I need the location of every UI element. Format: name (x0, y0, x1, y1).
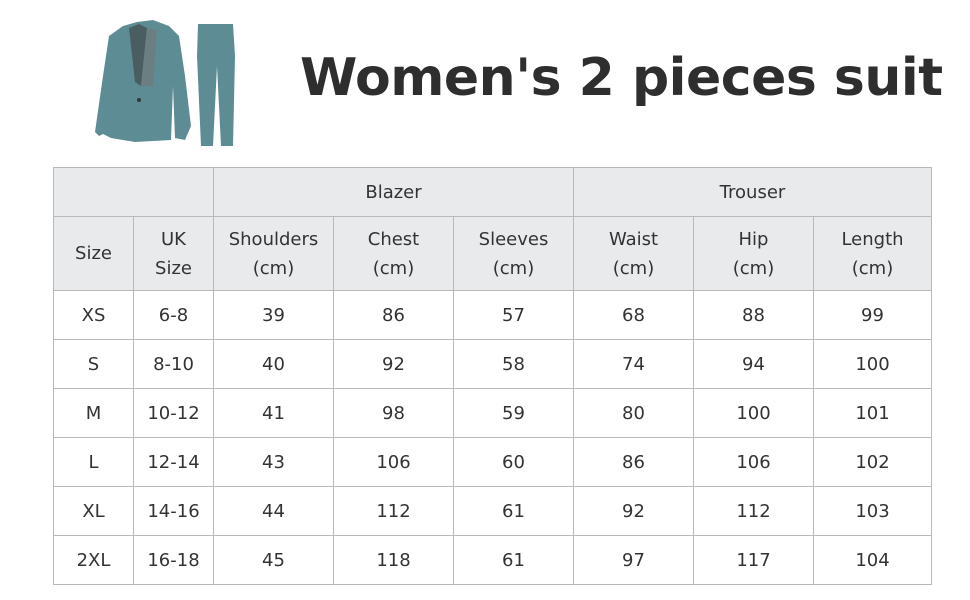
table-cell: 39 (213, 290, 334, 340)
table-cell: 102 (813, 437, 932, 487)
table-cell: 94 (693, 339, 814, 389)
table-cell: 58 (453, 339, 574, 389)
column-header-label: Hip (738, 228, 769, 250)
table-cell: 2XL (53, 535, 134, 585)
column-header-unit: (cm) (252, 257, 295, 279)
table-cell: 92 (333, 339, 454, 389)
trouser-group-header: Trouser (573, 167, 932, 217)
table-row: XL 14-16 44 112 61 92 112 103 (53, 486, 932, 536)
column-header: Length (cm) (813, 216, 932, 291)
column-header-unit: Size (155, 257, 192, 279)
table-cell: 59 (453, 388, 574, 438)
column-header-label: Shoulders (228, 228, 319, 250)
column-header-label: Chest (367, 228, 420, 250)
table-cell: 86 (573, 437, 694, 487)
table-cell: 97 (573, 535, 694, 585)
column-header-unit: (cm) (732, 257, 775, 279)
table-cell: 43 (213, 437, 334, 487)
column-header-label: Sleeves (478, 228, 549, 250)
table-cell: 57 (453, 290, 574, 340)
table-cell: 40 (213, 339, 334, 389)
table-cell: 104 (813, 535, 932, 585)
table-cell: 44 (213, 486, 334, 536)
table-cell: 117 (693, 535, 814, 585)
table-cell: L (53, 437, 134, 487)
table-cell: 41 (213, 388, 334, 438)
table-cell: 99 (813, 290, 932, 340)
table-cell: 8-10 (133, 339, 214, 389)
table-cell: 112 (333, 486, 454, 536)
column-header: Hip (cm) (693, 216, 814, 291)
table-cell: 100 (813, 339, 932, 389)
table-cell: 68 (573, 290, 694, 340)
column-header: Sleeves (cm) (453, 216, 574, 291)
table-cell: XS (53, 290, 134, 340)
column-header-label: UK (161, 228, 186, 250)
table-cell: 101 (813, 388, 932, 438)
table-cell: 88 (693, 290, 814, 340)
table-cell: M (53, 388, 134, 438)
table-cell: 6-8 (133, 290, 214, 340)
size-chart-table: Blazer Trouser Size UK Size Shoulders (cm) Ch… (53, 167, 932, 585)
table-cell: 112 (693, 486, 814, 536)
column-header-label: Size (75, 243, 112, 264)
table-cell: 14-16 (133, 486, 214, 536)
suit-product-image (95, 20, 235, 146)
page-title: Women's 2 pieces suit (300, 48, 943, 108)
table-cell: XL (53, 486, 134, 536)
table-cell: 74 (573, 339, 694, 389)
table-cell: 60 (453, 437, 574, 487)
table-row: XS 6-8 39 86 57 68 88 99 (53, 290, 932, 340)
column-header: Size (53, 216, 134, 291)
column-header-unit: (cm) (372, 257, 415, 279)
column-header: Chest (cm) (333, 216, 454, 291)
table-cell: 12-14 (133, 437, 214, 487)
table-row: M 10-12 41 98 59 80 100 101 (53, 388, 932, 438)
column-header: Waist (cm) (573, 216, 694, 291)
table-cell: S (53, 339, 134, 389)
blazer-icon (95, 20, 191, 142)
table-row: 2XL 16-18 45 118 61 97 117 104 (53, 535, 932, 585)
table-cell: 80 (573, 388, 694, 438)
column-header-unit: (cm) (851, 257, 894, 279)
column-header-unit: (cm) (492, 257, 535, 279)
table-row: L 12-14 43 106 60 86 106 102 (53, 437, 932, 487)
column-header-label: Length (841, 228, 904, 250)
table-cell: 10-12 (133, 388, 214, 438)
table-cell: 106 (693, 437, 814, 487)
table-cell: 98 (333, 388, 454, 438)
table-cell: 103 (813, 486, 932, 536)
blazer-group-header: Blazer (213, 167, 574, 217)
table-cell: 86 (333, 290, 454, 340)
table-cell: 106 (333, 437, 454, 487)
table-cell: 61 (453, 486, 574, 536)
table-cell: 92 (573, 486, 694, 536)
column-header-unit: (cm) (612, 257, 655, 279)
table-cell: 16-18 (133, 535, 214, 585)
column-header: Shoulders (cm) (213, 216, 334, 291)
table-cell: 45 (213, 535, 334, 585)
table-cell: 61 (453, 535, 574, 585)
table-cell: 100 (693, 388, 814, 438)
column-header: UK Size (133, 216, 214, 291)
empty-header-cell (53, 167, 214, 217)
table-cell: 118 (333, 535, 454, 585)
table-row: S 8-10 40 92 58 74 94 100 (53, 339, 932, 389)
trouser-icon (197, 24, 235, 146)
column-header-label: Waist (608, 228, 659, 250)
